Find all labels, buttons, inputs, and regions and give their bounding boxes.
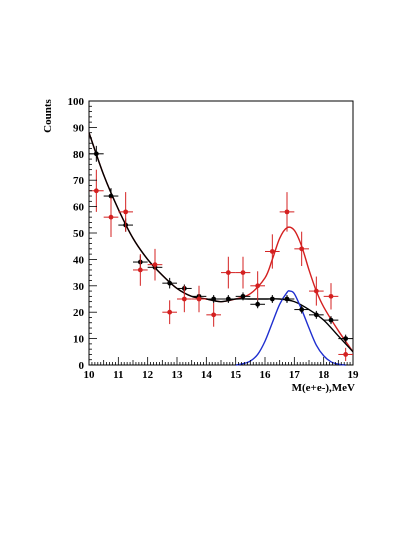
plot-frame	[88, 100, 354, 366]
point-marker	[313, 288, 319, 294]
data-point	[265, 295, 280, 303]
point-marker	[284, 296, 290, 302]
y-tick-label: 100	[68, 96, 85, 108]
x-tick-label: 11	[113, 369, 123, 381]
x-tick-label: 14	[201, 369, 213, 381]
point-marker	[255, 301, 261, 307]
y-tick-label: 0	[79, 360, 85, 372]
point-marker	[240, 293, 246, 299]
data-point	[338, 347, 353, 362]
data-point	[309, 310, 324, 319]
y-tick-label: 20	[73, 307, 85, 319]
data-point	[250, 300, 265, 309]
data-point	[221, 295, 236, 303]
y-tick-label: 30	[73, 281, 85, 293]
data-point	[279, 295, 295, 303]
point-marker	[108, 214, 114, 220]
point-marker	[137, 267, 143, 273]
point-marker	[225, 296, 231, 302]
point-marker	[313, 312, 319, 318]
data-points	[89, 145, 353, 362]
point-marker	[299, 246, 305, 252]
series-1	[89, 169, 353, 362]
point-marker	[269, 296, 275, 302]
point-marker	[328, 317, 334, 323]
data-point	[191, 285, 207, 313]
point-marker	[225, 270, 231, 275]
point-marker	[196, 296, 202, 302]
data-point	[162, 277, 177, 289]
point-marker	[328, 293, 334, 299]
point-marker	[167, 309, 173, 315]
x-tick-label: 13	[172, 369, 184, 381]
fit-curve-2	[235, 290, 346, 366]
data-point	[133, 254, 148, 286]
data-point	[294, 305, 309, 314]
data-point	[250, 271, 265, 301]
x-tick-label: 10	[84, 369, 96, 381]
x-tick-label: 18	[318, 369, 330, 381]
data-point	[323, 316, 339, 325]
y-tick-label: 60	[73, 202, 85, 214]
point-marker	[343, 352, 349, 357]
data-point	[162, 300, 177, 325]
data-point	[221, 256, 236, 289]
data-point	[294, 231, 309, 266]
data-point	[309, 276, 324, 306]
y-tick-label: 10	[73, 334, 85, 346]
point-marker	[269, 249, 275, 254]
y-tick-label: 90	[73, 122, 85, 134]
y-tick-label: 70	[73, 175, 85, 187]
y-tick-label: 40	[73, 254, 85, 266]
fit-curves	[88, 132, 354, 366]
data-point	[147, 248, 163, 281]
point-marker	[299, 307, 305, 312]
x-tick-label: 16	[260, 369, 272, 381]
data-point	[279, 192, 295, 232]
point-marker	[211, 312, 217, 318]
point-marker	[181, 296, 187, 302]
point-marker	[123, 209, 129, 215]
x-tick-label: 15	[230, 369, 242, 381]
fit-curve-0	[88, 132, 354, 353]
point-marker	[211, 296, 217, 302]
data-point	[118, 192, 133, 232]
point-marker	[343, 336, 349, 341]
data-point	[177, 285, 192, 313]
point-marker	[284, 209, 290, 215]
data-point	[235, 292, 251, 301]
axes: 10 11 12 13 14 15 16 17 18 1901020304050607080901…	[68, 96, 360, 381]
point-marker	[167, 280, 173, 286]
point-marker	[93, 188, 99, 194]
data-point	[206, 302, 221, 327]
data-point	[265, 234, 280, 269]
x-tick-label: 17	[289, 369, 301, 381]
y-tick-label: 80	[73, 149, 85, 161]
point-marker	[255, 283, 261, 289]
point-marker	[108, 193, 114, 199]
y-axis-title: Counts	[42, 98, 54, 132]
x-axis-title: M(e+e-),MeV	[292, 382, 355, 394]
fit-curve-1	[88, 132, 354, 353]
data-point	[338, 334, 353, 343]
data-point	[206, 295, 221, 303]
data-point	[323, 283, 339, 310]
y-tick-label: 50	[73, 228, 85, 240]
x-tick-label: 19	[348, 369, 360, 381]
x-tick-label: 12	[142, 369, 154, 381]
point-marker	[152, 262, 158, 268]
data-point	[235, 256, 251, 289]
point-marker	[240, 270, 246, 275]
plot-area	[88, 100, 354, 366]
data-point	[103, 197, 119, 237]
